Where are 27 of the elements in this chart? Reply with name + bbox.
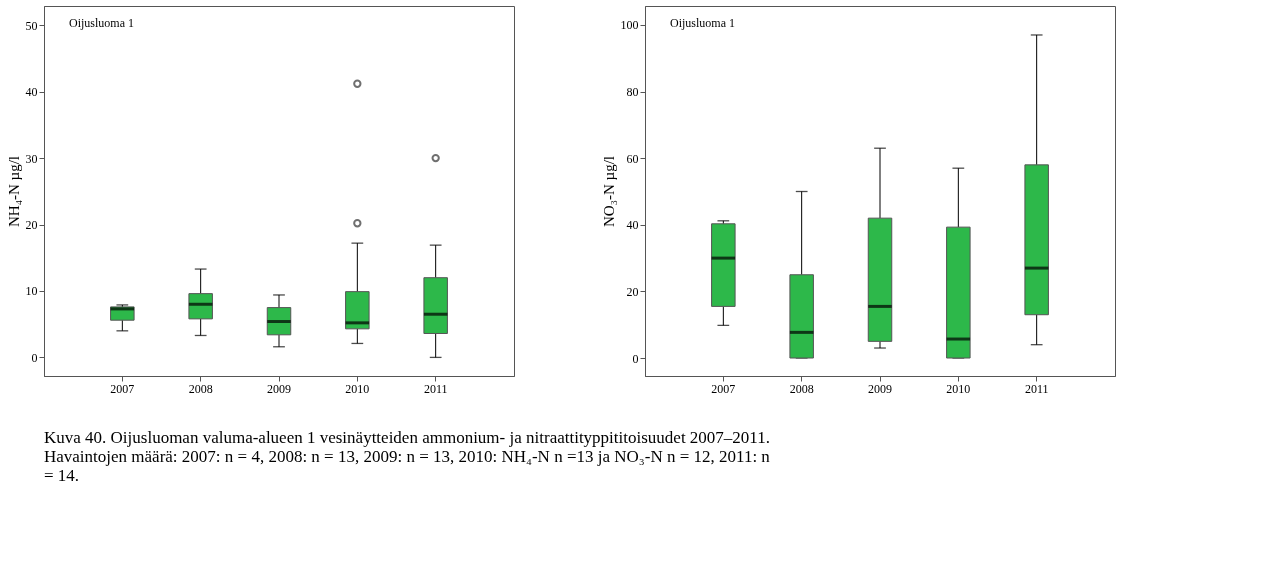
y-tick-label: 30 [25, 151, 38, 166]
annotation: Oijusluoma 1 [69, 16, 134, 30]
y-tick-label: 0 [31, 350, 38, 365]
x-tick-label: 2009 [868, 381, 892, 396]
annotation: Oijusluoma 1 [670, 16, 735, 30]
y-tick-label: 100 [620, 18, 639, 33]
x-tick-label: 2009 [267, 381, 291, 396]
x-tick-label: 2007 [711, 381, 736, 396]
x-tick-label: 2008 [789, 381, 814, 396]
x-tick-label: 2008 [188, 381, 213, 396]
y-axis-title: NH₄-N µg/l [5, 156, 22, 227]
x-tick-label: 2011 [1024, 381, 1049, 396]
x-tick-label: 2010 [345, 381, 370, 396]
y-tick-label: 0 [632, 351, 639, 366]
y-axis-title: NO₃-N µg/l [600, 156, 617, 227]
y-tick-label: 40 [25, 85, 38, 100]
x-tick-label: 2011 [423, 381, 448, 396]
y-tick-label: 50 [25, 18, 38, 33]
y-tick-label: 20 [25, 218, 38, 233]
y-tick-label: 60 [626, 151, 639, 166]
y-tick-label: 10 [25, 284, 38, 299]
x-tick-label: 2007 [110, 381, 135, 396]
text: Kuva 40. Oijusluoman valuma-alueen 1 vesinäytteiden ammonium- ja nitraattityppititoisuudet 2007–2011. Havaintojen määrä: 2007: n = 4, 2008: n = 13, 2009: n = 13, 2010: NH₄-N n =13 ja NO₃-N n = 12, 2011: n = 14. [44, 428, 771, 485]
y-tick-label: 80 [626, 85, 639, 100]
y-tick-label: 20 [626, 284, 639, 299]
x-tick-label: 2010 [946, 381, 971, 396]
y-tick-label: 40 [626, 218, 639, 233]
